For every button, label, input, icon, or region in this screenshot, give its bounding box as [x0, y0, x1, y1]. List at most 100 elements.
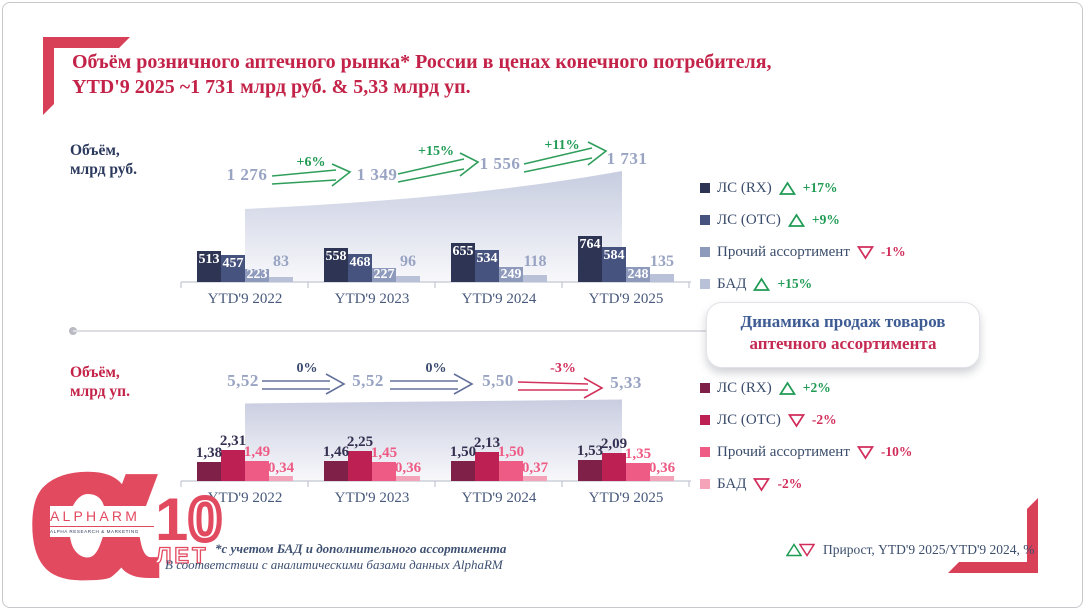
bar-value-label: 0,36 [648, 460, 676, 476]
triangle-up-icon [753, 276, 771, 291]
bar-pack-2025-other [626, 463, 650, 481]
legend-change: -1% [880, 244, 906, 259]
bar-rub-2023-other [372, 268, 396, 282]
bar-value-label: 513 [198, 252, 220, 267]
bar-pack-2023-otc [348, 451, 372, 481]
bar-value-label: 2,13 [473, 435, 501, 451]
section-divider [69, 327, 710, 335]
total-pack-2022: 5,52 [227, 371, 259, 390]
growth-note: Прирост, YTD'9 2025/YTD'9 2024, % [786, 542, 1035, 558]
bar-value-label: 223 [246, 267, 268, 282]
change-rub-3: +11% [544, 138, 580, 153]
legend-change: +15% [777, 276, 813, 291]
bar-value-label: 584 [603, 248, 625, 263]
flat-arrow-icons-pack [262, 373, 474, 395]
corner-bracket-bottom-right [948, 498, 1038, 573]
change-rub-1: +6% [296, 155, 326, 170]
bar-rub-2022-rx [197, 251, 221, 282]
bar-rub-2025-otc [602, 247, 626, 282]
total-pack-2025: 5,33 [610, 373, 642, 392]
legend-change: +9% [811, 212, 840, 227]
bar-pack-2024-other [499, 461, 523, 481]
legend-change: -2% [777, 476, 803, 491]
bar-value-label: 1,50 [497, 444, 525, 460]
x-label-2025: YTD'9 2025 [588, 490, 664, 506]
unit-line: Объём, [70, 142, 120, 159]
total-rub-2025: 1 731 [606, 149, 648, 168]
legend-label: БАД [717, 475, 747, 492]
bar-value-label: 96 [400, 253, 416, 270]
bar-rub-2025-other [626, 267, 650, 282]
bar-rub-2023-otc [348, 254, 372, 282]
growth-note-text: Прирост, YTD'9 2025/YTD'9 2024, % [823, 542, 1035, 557]
bar-pack-2024-bad [523, 476, 547, 481]
legend-label: ЛС (OTC) [717, 211, 781, 228]
alpharm-logo-subtitle: ALPHA RESEARCH & MARKETING [50, 529, 139, 534]
bar-value-label: 0,34 [267, 460, 295, 476]
legend-label: Прочий ассортимент [717, 243, 850, 260]
x-label-2023: YTD'9 2023 [334, 490, 410, 506]
slide-title-line2: YTD'9 2025 ~1 731 млрд руб. & 5,33 млрд … [72, 76, 471, 98]
section-badge: Динамика продаж товаров аптечного ассорт… [706, 302, 980, 368]
bar-rub-2024-rx [451, 243, 475, 282]
bar-value-label: 2,09 [600, 436, 628, 452]
legend-label: Прочий ассортимент [717, 443, 850, 460]
legend-change: +2% [802, 380, 831, 395]
bar-pack-2023-other [372, 462, 396, 481]
bar-pack-2022-other [245, 461, 269, 481]
bar-pack-2023-bad [396, 476, 420, 481]
bar-pack-2023-rx [324, 461, 348, 481]
slide-title: Объём розничного аптечного рынка* России… [72, 50, 972, 100]
anniversary-let: ЛЕТ [155, 542, 209, 568]
anniversary-10: 10 [155, 487, 224, 552]
x-label-2023: YTD'9 2023 [334, 291, 410, 307]
bar-rub-2024-other [499, 267, 523, 282]
decline-arrow-icon-pack [517, 377, 604, 399]
unit-line: млрд руб. [70, 161, 137, 178]
bar-pack-2022-bad [269, 476, 293, 481]
legend-item-pack-rx: ЛС (RX) +2% [700, 377, 831, 399]
bar-pack-2025-rx [578, 460, 602, 481]
change-pack-1: 0% [296, 361, 318, 376]
bar-value-label: 534 [476, 251, 498, 266]
x-label-2024: YTD'9 2024 [461, 291, 537, 307]
bar-value-label: 2,25 [346, 434, 374, 450]
bar-value-label: 83 [273, 253, 289, 270]
bar-value-label: 118 [523, 253, 547, 270]
legend-label: ЛС (RX) [717, 379, 772, 396]
change-rub-2: +15% [418, 144, 454, 159]
legend-swatch [700, 383, 710, 393]
badge-line1: Динамика продаж товаров [740, 312, 946, 331]
x-axis-rub [180, 281, 691, 288]
x-label-2022: YTD'9 2022 [207, 490, 283, 506]
bar-value-label: 1,45 [370, 445, 398, 461]
legend-item-rub-other: Прочий ассортимент -1% [700, 241, 906, 263]
bar-rub-2025-bad [650, 274, 674, 282]
bar-rub-2022-other [245, 269, 269, 282]
digit: 0 [186, 486, 224, 553]
bar-pack-2022-otc [221, 450, 245, 481]
corner-bracket-top-left [43, 37, 130, 115]
slide-title-line1: Объём розничного аптечного рынка* России… [72, 51, 772, 73]
legend-swatch [700, 247, 710, 257]
total-rub-2024: 1 556 [479, 154, 521, 173]
change-pack-2: 0% [425, 361, 447, 376]
alpharm-logo-name: ALPHARM [50, 508, 141, 524]
alpharm-logo: ALPHARM ALPHA RESEARCH & MARKETING [50, 506, 154, 537]
bar-rub-2023-rx [324, 248, 348, 282]
triangle-pair [786, 543, 815, 557]
trend-area-pack [245, 399, 622, 481]
footnote-1: *с учетом БАД и дополнительного ассортим… [215, 541, 507, 556]
total-rub-2022: 1 276 [226, 165, 268, 184]
legend-item-pack-otc: ЛС (OTC) -2% [700, 409, 837, 431]
triangle-down-icon [753, 477, 771, 492]
chart-rub-unit-label: Объём, млрд руб. [70, 141, 137, 179]
bar-value-label: 248 [627, 267, 649, 282]
total-pack-2024: 5,50 [482, 371, 514, 390]
bar-rub-2024-bad [523, 275, 547, 282]
bar-pack-2024-otc [475, 452, 499, 481]
bar-value-label: 468 [349, 255, 371, 270]
triangle-down-icon [856, 445, 874, 460]
